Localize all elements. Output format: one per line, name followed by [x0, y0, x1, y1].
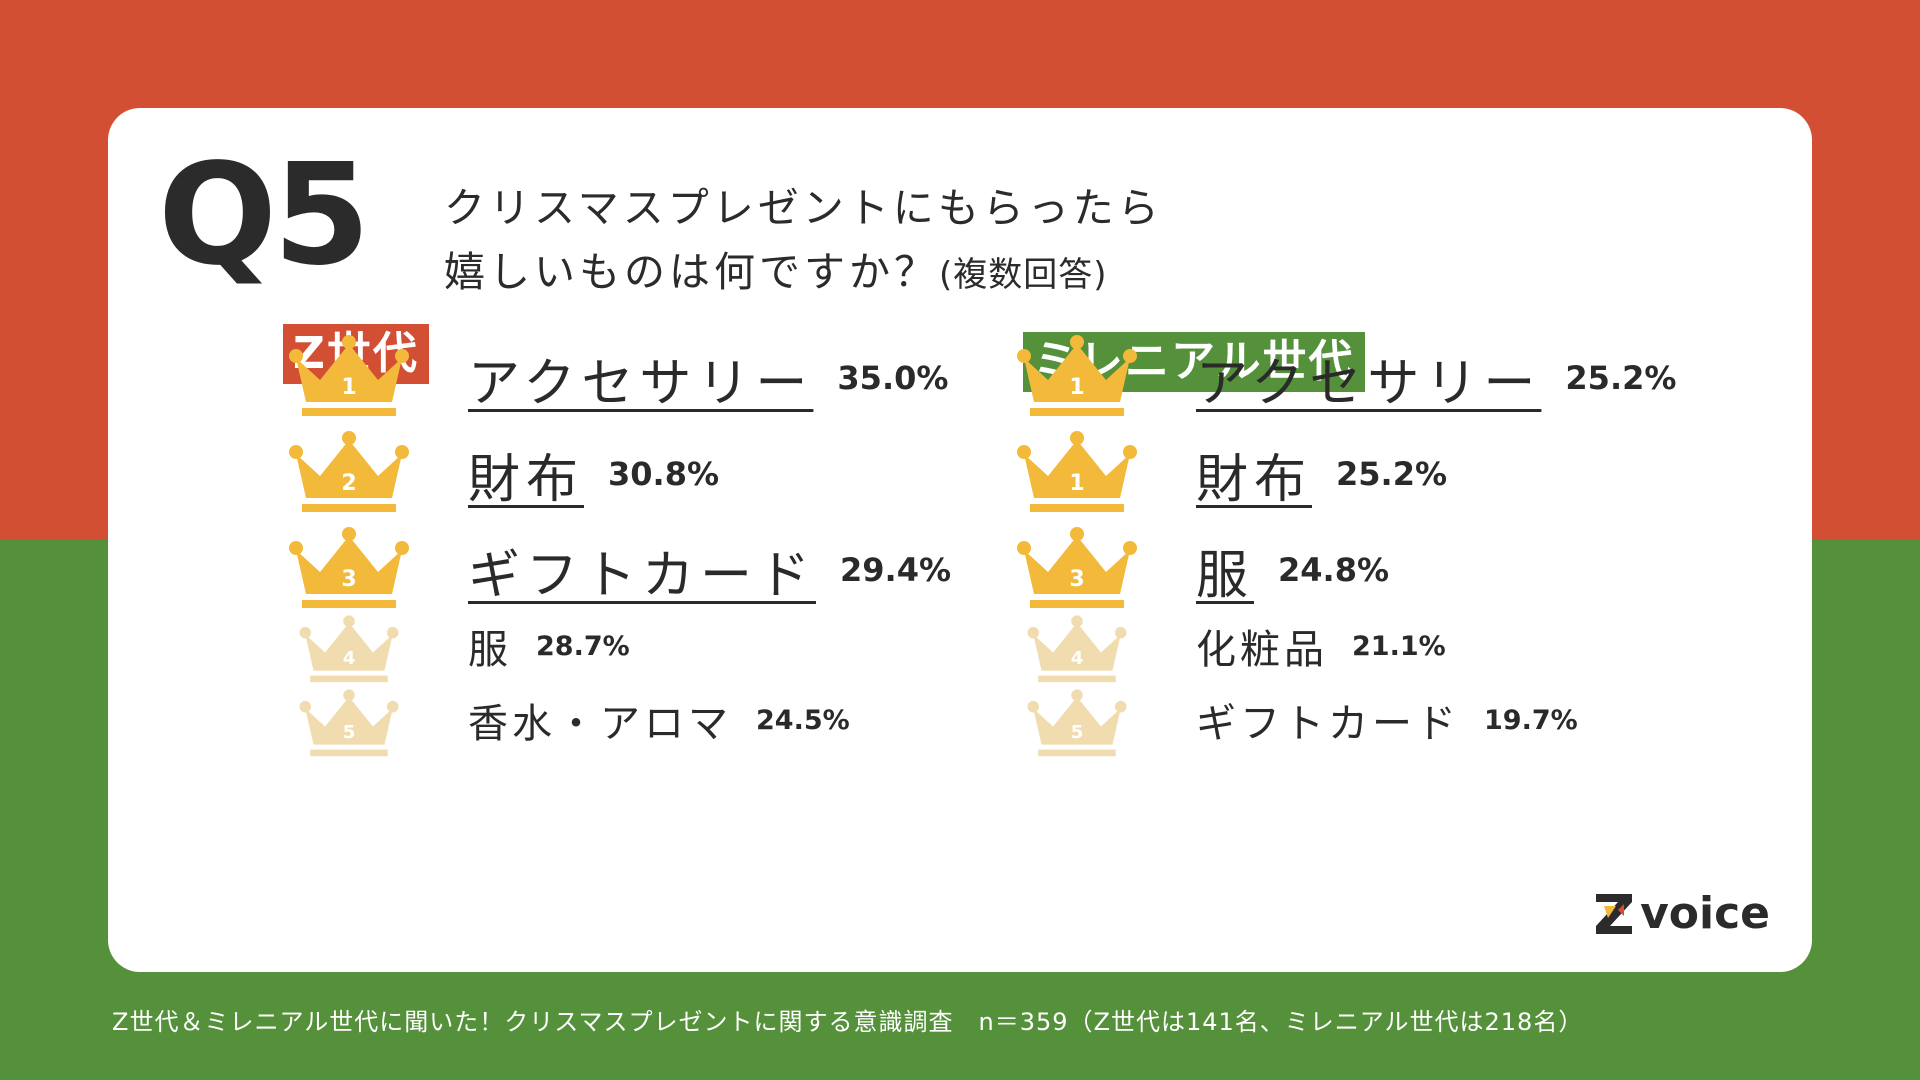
- item-percentage: 21.1%: [1352, 630, 1446, 662]
- svg-text:4: 4: [1071, 648, 1084, 669]
- svg-text:4: 4: [343, 648, 356, 669]
- rank-crown-icon: 5: [297, 688, 401, 764]
- svg-text:2: 2: [341, 471, 356, 496]
- item-percentage: 35.0%: [837, 359, 949, 397]
- zvoice-logo: voice: [1594, 892, 1770, 936]
- question-text-line2: 嬉しいものは何ですか？(複数回答): [444, 238, 1108, 298]
- content-card: Q5 クリスマスプレゼントにもらったら 嬉しいものは何ですか？(複数回答) Z世…: [108, 108, 1812, 972]
- ranking-item: 服 24.8%: [1196, 530, 1389, 610]
- item-name: アクセサリー: [1196, 353, 1542, 414]
- item-name: 財布: [1196, 449, 1313, 510]
- item-percentage: 19.7%: [1484, 704, 1578, 736]
- rank-crown-icon: 2: [286, 430, 412, 520]
- ranking-item: 服 28.7%: [468, 614, 630, 678]
- logo-text: voice: [1640, 888, 1770, 939]
- item-name: ギフトカード: [1196, 701, 1460, 747]
- svg-text:5: 5: [343, 722, 356, 743]
- svg-text:1: 1: [1069, 471, 1084, 496]
- item-percentage: 24.5%: [756, 704, 850, 736]
- item-name: ギフトカード: [468, 545, 817, 606]
- rank-crown-icon: 3: [286, 526, 412, 616]
- svg-text:1: 1: [1069, 375, 1084, 400]
- question-note: (複数回答): [939, 255, 1108, 295]
- rank-crown-icon: 4: [297, 614, 401, 690]
- ranking-item: 香水・アロマ 24.5%: [468, 688, 850, 752]
- item-name: 化粧品: [1196, 627, 1328, 673]
- svg-text:1: 1: [341, 375, 356, 400]
- svg-text:3: 3: [341, 567, 356, 592]
- ranking-item: 化粧品 21.1%: [1196, 614, 1446, 678]
- item-name: 服: [468, 627, 512, 673]
- question-text-main: 嬉しいものは何ですか？: [444, 248, 939, 296]
- item-percentage: 29.4%: [840, 551, 952, 589]
- z-logo-icon: [1596, 894, 1633, 934]
- rank-crown-icon: 1: [1014, 430, 1140, 520]
- rank-crown-icon: 4: [1025, 614, 1129, 690]
- rank-crown-icon: 1: [286, 334, 412, 424]
- rank-crown-icon: 3: [1014, 526, 1140, 616]
- question-number: Q5: [158, 134, 370, 297]
- item-name: 服: [1196, 545, 1255, 606]
- footer-survey-note: Z世代＆ミレニアル世代に聞いた！クリスマスプレゼントに関する意識調査 n＝359…: [112, 1008, 1584, 1036]
- ranking-item: ギフトカード 29.4%: [468, 530, 951, 610]
- item-name: 財布: [468, 449, 585, 510]
- ranking-item: アクセサリー 25.2%: [1196, 338, 1676, 418]
- question-text-line1: クリスマスプレゼントにもらったら: [444, 184, 1163, 232]
- ranking-item: 財布 30.8%: [468, 434, 719, 514]
- item-percentage: 24.8%: [1278, 551, 1390, 589]
- svg-text:5: 5: [1071, 722, 1084, 743]
- item-name: アクセサリー: [468, 353, 814, 414]
- ranking-item: 財布 25.2%: [1196, 434, 1447, 514]
- item-percentage: 25.2%: [1565, 359, 1677, 397]
- ranking-item: アクセサリー 35.0%: [468, 338, 948, 418]
- item-percentage: 30.8%: [608, 455, 720, 493]
- item-name: 香水・アロマ: [468, 701, 732, 747]
- rank-crown-icon: 1: [1014, 334, 1140, 424]
- item-percentage: 25.2%: [1336, 455, 1448, 493]
- svg-text:3: 3: [1069, 567, 1084, 592]
- item-percentage: 28.7%: [536, 630, 630, 662]
- rank-crown-icon: 5: [1025, 688, 1129, 764]
- ranking-item: ギフトカード 19.7%: [1196, 688, 1578, 752]
